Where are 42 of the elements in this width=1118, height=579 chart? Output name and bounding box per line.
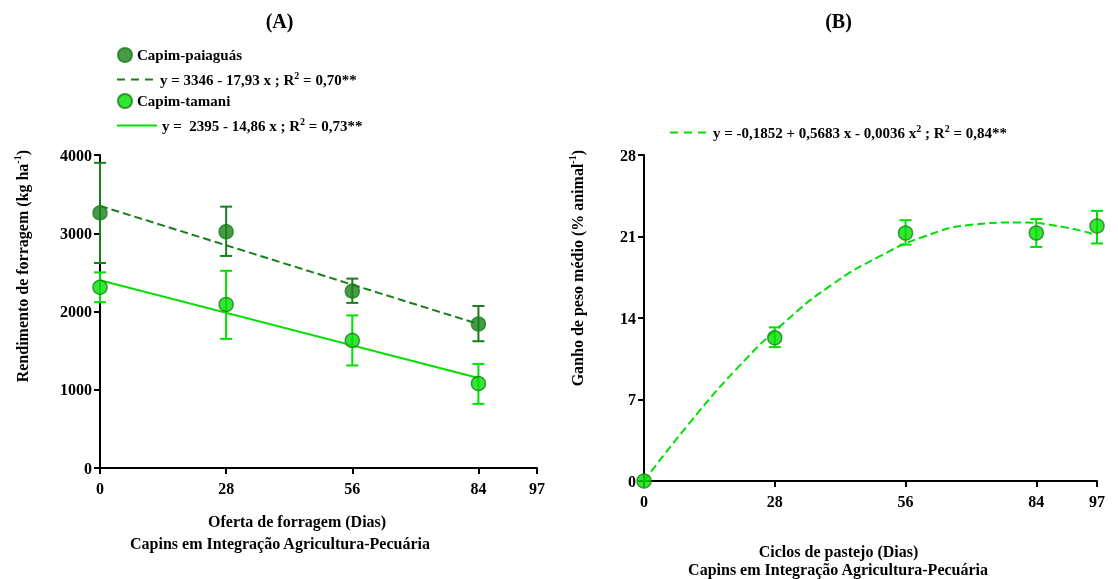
y-tick-label: 21 bbox=[620, 228, 636, 245]
y-tick-label: 4000 bbox=[60, 146, 92, 164]
x-tick-label: 84 bbox=[470, 479, 487, 497]
y-axis-title: Rendimento de forragem (kg ha-1) bbox=[11, 150, 32, 383]
x-tick-label: 56 bbox=[897, 492, 914, 510]
y-tick-label: 0 bbox=[84, 459, 92, 477]
point bbox=[218, 296, 234, 313]
point bbox=[92, 279, 108, 295]
y-axis-title: Ganho de peso médio (% animal-1) bbox=[566, 150, 587, 387]
point bbox=[470, 375, 487, 392]
x-tick-label: 56 bbox=[344, 479, 361, 497]
x-tick-label: 0 bbox=[640, 492, 648, 510]
point bbox=[344, 332, 361, 349]
chart-title: (A) bbox=[265, 10, 294, 33]
x-tick-label: 97 bbox=[1089, 492, 1105, 510]
point bbox=[767, 330, 783, 346]
chart-title: (B) bbox=[825, 10, 852, 33]
x-tick-label: 97 bbox=[529, 479, 545, 497]
y-tick-label: 7 bbox=[628, 391, 636, 408]
point bbox=[470, 316, 487, 332]
y-tick-label: 28 bbox=[620, 146, 636, 164]
x-tick-label: 28 bbox=[766, 492, 783, 510]
point bbox=[92, 205, 108, 221]
y-tick-label: 1000 bbox=[60, 381, 92, 399]
x-tick-label: 28 bbox=[218, 479, 235, 497]
text: Capins em Integração Agricultura-Pecuária bbox=[130, 534, 430, 553]
point bbox=[218, 223, 234, 240]
point bbox=[344, 283, 361, 299]
y-tick-label: 2000 bbox=[60, 303, 92, 320]
point bbox=[897, 225, 914, 241]
y-tick-label: 3000 bbox=[60, 224, 92, 242]
x-axis-title: Ciclos de pastejo (Dias) bbox=[758, 542, 919, 561]
text: Capins em Integração Agricultura-Pecuária bbox=[688, 560, 989, 579]
legend-label: Capim-tamani bbox=[137, 93, 231, 109]
y-tick-label: 14 bbox=[620, 309, 636, 327]
point bbox=[1028, 225, 1045, 241]
point bbox=[1089, 218, 1105, 234]
x-tick-label: 84 bbox=[1028, 492, 1045, 510]
x-axis-title: Oferta de forragem (Dias) bbox=[208, 512, 387, 531]
point bbox=[636, 473, 652, 489]
legend-label: Capim-paiaguás bbox=[137, 47, 243, 63]
x-tick-label: 0 bbox=[96, 479, 104, 497]
